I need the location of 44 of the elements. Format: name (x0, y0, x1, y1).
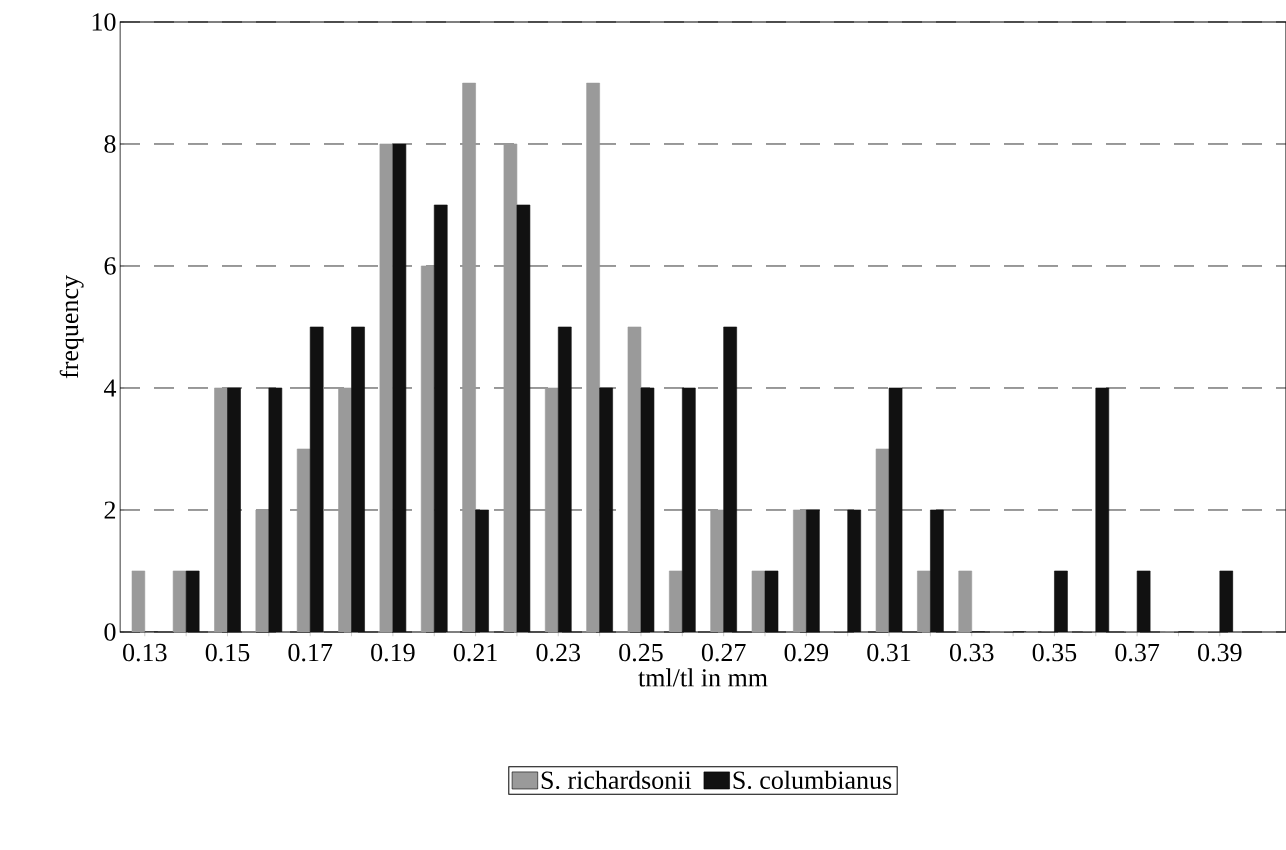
x-tick-label: 0.39 (1198, 643, 1242, 662)
y-tick-label: 8 (104, 135, 116, 153)
x-tick-label: 0.13 (123, 643, 167, 662)
legend-label: S. columbianus (733, 770, 892, 790)
y-axis-title: frequency (59, 275, 84, 379)
bar (793, 509, 807, 632)
bar (627, 326, 642, 632)
x-tick-label: 0.19 (371, 643, 415, 662)
bar (503, 143, 518, 632)
bar (669, 570, 683, 632)
x-tick-label: 0.37 (1115, 643, 1160, 662)
bar (544, 387, 559, 632)
x-tick-label: 0.33 (949, 643, 994, 662)
bar (214, 387, 228, 632)
x-tick-label: 0.21 (453, 643, 497, 662)
bar (917, 570, 931, 632)
bar (875, 448, 890, 632)
bar (255, 509, 270, 632)
bar (958, 570, 973, 632)
y-tick-label: 10 (92, 13, 116, 31)
bar (131, 570, 146, 632)
x-tick-label: 0.15 (205, 643, 250, 662)
x-tick-label: 0.27 (701, 643, 746, 662)
bar (172, 570, 187, 632)
bar (296, 448, 311, 632)
x-tick-label: 0.25 (619, 643, 663, 662)
bar (379, 143, 394, 632)
bar (586, 82, 600, 632)
bar (751, 570, 766, 632)
x-tick-label: 0.35 (1032, 643, 1077, 662)
legend-label: S. richardsonii (541, 770, 692, 790)
y-tick-label: 0 (104, 623, 116, 641)
y-tick-label: 4 (103, 379, 117, 397)
y-tick-label: 6 (104, 257, 116, 275)
bar (338, 387, 352, 632)
x-tick-label: 0.31 (867, 643, 911, 662)
y-tick-label: 2 (104, 501, 116, 519)
x-axis-title: tml/tl in mm (638, 668, 768, 687)
bar (462, 82, 476, 632)
x-tick-label: 0.17 (288, 643, 333, 662)
x-tick-label: 0.29 (784, 643, 829, 662)
x-tick-label: 0.23 (536, 643, 581, 662)
bar (710, 509, 724, 632)
bar (420, 265, 435, 632)
